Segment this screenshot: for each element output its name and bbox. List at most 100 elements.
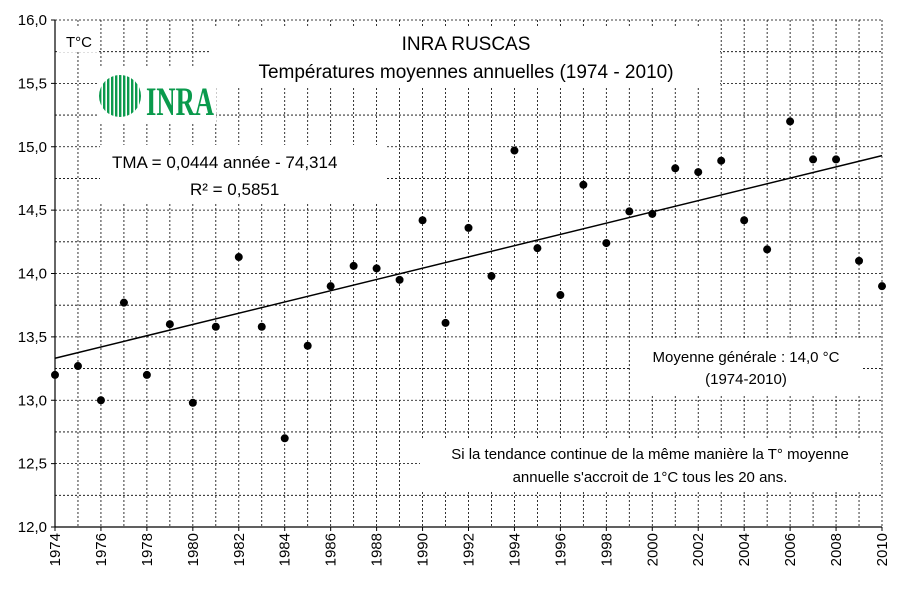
data-point [96,396,105,405]
y-tick-label: 14,0 [18,266,47,283]
globe-stripe [99,75,102,117]
note-line2: annuelle s'accroit de 1°C tous les 20 an… [513,469,788,486]
x-tick-label: 2006 [782,533,799,566]
data-point [556,291,565,300]
x-tick-label: 2010 [874,533,891,566]
globe-stripe [111,75,114,117]
inra-logo: INRA [99,75,214,124]
data-point [142,370,151,379]
data-points [51,117,886,443]
x-tick-label: 1988 [369,533,386,566]
equation-bg [100,145,385,203]
x-tick-label: 2004 [736,533,753,566]
x-tick-label: 1998 [598,533,615,566]
data-point [740,216,749,225]
data-point [625,207,634,216]
x-tick-label: 2002 [690,533,707,566]
data-point [671,164,680,173]
data-point [809,155,818,164]
ylabel-bg [58,28,98,52]
data-point [349,261,358,270]
data-point [579,180,588,189]
globe-stripe [139,75,141,117]
data-point [763,245,772,254]
data-point [602,239,611,248]
data-point [648,209,657,218]
y-tick-label: 15,5 [18,75,47,92]
y-tick-labels: 12,0 12,5 13,0 13,5 14,0 14,5 15,0 15,5 16,0 [18,12,55,536]
y-tick-label: 15,0 [18,139,47,156]
mean-bg [630,340,862,394]
trend-line [54,154,883,359]
data-point [717,156,726,165]
x-tick-label: 2008 [828,533,845,566]
data-point [878,282,886,291]
data-point [464,223,473,232]
data-point [832,155,841,164]
y-tick-label: 16,0 [18,12,47,29]
data-point [211,322,220,331]
globe-stripe [135,75,138,117]
mean-text-line1: Moyenne générale : 14,0 °C [653,349,840,366]
y-tick-label: 12,0 [18,519,47,536]
data-point [786,117,795,126]
note-bg [420,440,880,492]
x-tick-label: 1996 [552,533,569,566]
x-tick-label: 1982 [231,533,248,566]
data-point [73,362,82,371]
data-point [694,168,703,177]
globe-stripe [131,75,134,117]
x-tick-label: 1978 [139,533,156,566]
x-tick-label: 1974 [47,533,64,566]
title-bg [210,28,720,86]
chart-subtitle: Températures moyennes annuelles (1974 - … [258,62,673,83]
data-point [119,298,128,307]
data-point [51,370,59,379]
globe-stripe [103,75,106,117]
data-point [257,322,266,331]
mean-text-line2: (1974-2010) [705,371,787,388]
y-axis-label: T°C [66,34,92,51]
equation-text: TMA = 0,0444 année - 74,314 [112,153,337,172]
x-tick-label: 1980 [185,533,202,566]
globe-stripe [127,75,130,117]
data-point [418,216,427,225]
x-tick-label: 2000 [644,533,661,566]
x-tick-labels: 1974 1976 1978 1980 1982 1984 1986 1988 1990 1992… [47,527,891,566]
data-point [165,320,174,329]
x-tick-label: 1984 [277,533,294,566]
y-tick-label: 13,5 [18,329,47,346]
data-point [234,253,243,262]
data-point [303,341,312,350]
note-line1: Si la tendance continue de la même maniè… [451,446,849,463]
x-tick-label: 1992 [461,533,478,566]
x-tick-label: 1994 [506,533,523,566]
inra-logo-text: INRA [146,79,214,124]
globe-stripes [99,75,141,117]
logo-bg [98,68,216,122]
data-point [510,146,519,155]
globe-stripe [107,75,110,117]
y-tick-label: 13,0 [18,392,47,409]
chart-title: INRA RUSCAS [402,34,531,55]
y-tick-label: 12,5 [18,456,47,473]
globe-stripe [123,75,126,117]
data-point [533,244,542,253]
x-tick-label: 1990 [415,533,432,566]
data-point [855,256,864,265]
globe-stripe [115,75,118,117]
y-tick-label: 14,5 [18,202,47,219]
inra-logo-globe-icon [99,75,141,117]
data-point [487,272,496,281]
data-point [280,434,289,443]
data-point [395,275,404,284]
data-point [372,264,381,273]
data-point [188,398,197,407]
x-tick-label: 1976 [93,533,110,566]
x-tick-label: 1986 [323,533,340,566]
r2-text: R² = 0,5851 [190,180,279,199]
data-point [326,282,335,291]
globe-stripe [119,75,122,117]
data-point [441,318,450,327]
